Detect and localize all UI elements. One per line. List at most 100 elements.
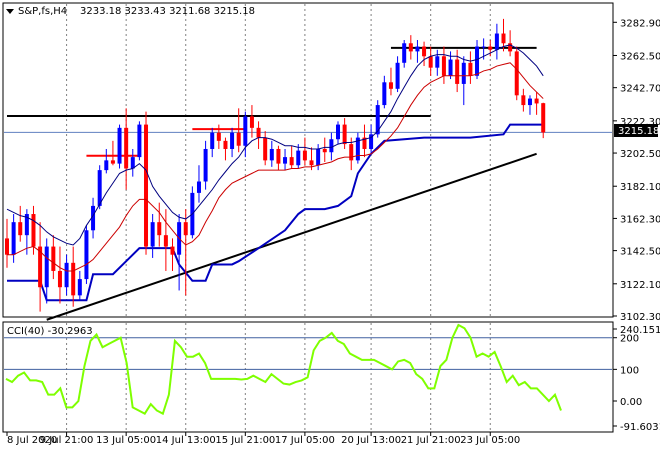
candle-body [475,46,480,76]
candle-body [521,95,526,106]
candle-body [216,132,221,141]
candle-body [5,238,9,255]
x-tick-label: 9 Jul 21:00 [40,435,94,446]
candle-body [110,160,115,164]
candle-body [408,43,413,52]
y-tick-label: 3122.10 [620,280,660,291]
candle-body [435,56,440,68]
cci-indicator [4,323,612,416]
x-tick-label: 20 Jul 13:00 [341,435,401,446]
candle-body [283,157,288,164]
candle-body [336,124,340,140]
candle-body [422,46,427,57]
candle-body [256,127,261,138]
y-tick-label: 3142.50 [620,247,660,258]
candle-body [309,160,314,166]
candle-body [441,56,446,76]
candle-body [91,205,96,231]
candle-body [150,222,155,247]
candle-body [263,137,268,161]
candle-body [183,222,188,236]
symbol-title: S&P,fs,H4 [18,6,67,17]
candle-body [461,62,466,84]
y-tick-label: 3162.30 [620,214,660,225]
candle-body [31,214,36,247]
candle-body [130,157,135,169]
candle-body [508,43,513,52]
candle-body [494,33,499,50]
x-tick-label: 14 Jul 13:00 [156,435,216,446]
candle-body [362,137,367,149]
candle-body [402,43,407,63]
cci-tick-label: 200 [620,334,639,345]
candle-body [355,137,360,161]
candle-body [97,170,102,206]
candle-body [157,222,162,236]
collapse-arrow-icon[interactable] [6,9,14,14]
candle-body [296,150,301,166]
candle-body [71,262,76,296]
candle-body [534,98,539,104]
candle-body [415,46,420,52]
candle-body [448,59,453,76]
candle-body [230,132,235,149]
candle-body [541,103,546,133]
ma-fast-line [6,44,544,246]
candle-body [44,246,49,288]
support-line [7,123,544,302]
candle-body [11,222,16,255]
candle-body [117,127,122,164]
candle-body [488,46,493,50]
y-tick-label: 3222.30 [620,117,660,128]
candle-body [137,124,142,158]
candle-body [163,235,168,247]
candle-body [382,82,387,106]
cci-tick-label: 240.1513 [620,325,660,336]
y-tick-label: 3202.50 [620,149,660,160]
y-axis-ticks: 3282.90 3262.50 3242.70 3222.30 3202.50 3182.… [613,18,660,433]
candle-body [196,181,201,193]
current-price-label: 3215.18 [618,126,659,137]
candle-body [104,160,109,171]
cci-tick-label: 100 [620,365,639,376]
candle-body [481,46,486,48]
candle-body [77,279,82,296]
candle-body [249,116,254,128]
ma-slow-line [7,62,544,272]
candle-body [514,51,519,96]
candle-body [527,98,532,106]
x-tick-label: 21 Jul 21:00 [401,435,461,446]
candle-body [276,148,281,164]
candle-body [289,157,294,166]
candle-body [388,82,393,89]
candle-body [24,214,29,236]
x-tick-label: 13 Jul 05:00 [96,435,156,446]
candle-body [38,246,43,288]
candle-body [124,127,129,169]
candle-body [468,62,473,76]
candle-body [18,222,23,236]
cci-series-line [5,323,562,416]
moving-averages [6,44,544,272]
candle-body [302,150,307,161]
cci-tick-label: 0.00 [620,397,642,408]
current-price-badge [614,124,658,137]
candle-body [210,132,215,149]
candle-body [144,124,149,247]
y-tick-label: 3262.50 [620,51,660,62]
x-tick-label: 17 Jul 05:00 [275,435,335,446]
overlays [4,46,612,321]
x-tick-label: 15 Jul 21:00 [215,435,275,446]
candle-body [84,230,89,280]
candles [5,18,546,312]
candle-body [369,134,374,149]
y-tick-label: 3102.30 [620,312,660,323]
ohlc-readout: 3233.18 3233.43 3211.68 3215.18 [80,6,255,17]
x-tick-label: 8 Jul 2020 [7,435,57,446]
candle-body [57,270,62,288]
candle-body [316,148,321,166]
candle-body [428,56,433,68]
